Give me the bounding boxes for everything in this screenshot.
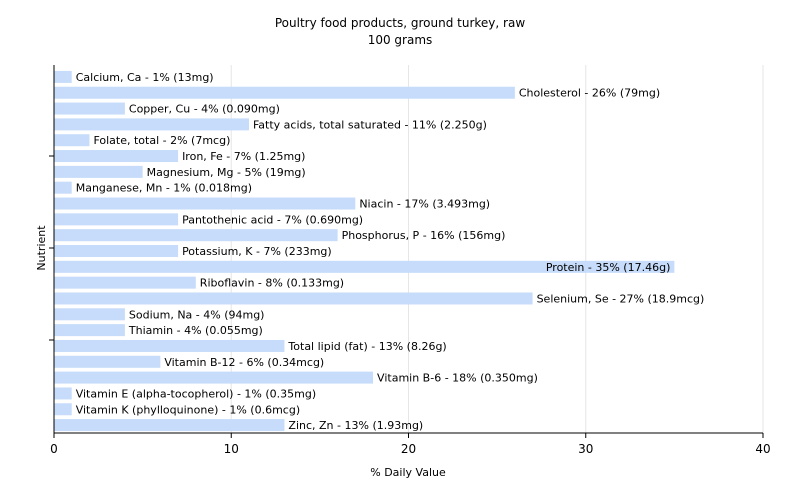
bar-label: Total lipid (fat) - 13% (8.26g) bbox=[287, 340, 446, 353]
bar-label: Folate, total - 2% (7mcg) bbox=[93, 134, 230, 147]
bar-label: Potassium, K - 7% (233mg) bbox=[182, 245, 332, 258]
bar bbox=[54, 245, 179, 257]
bar bbox=[54, 355, 161, 368]
bar-label: Iron, Fe - 7% (1.25mg) bbox=[182, 150, 305, 163]
x-tick-label: 40 bbox=[755, 442, 770, 456]
bar bbox=[54, 419, 285, 432]
bar bbox=[54, 260, 675, 273]
bars-group bbox=[54, 70, 675, 432]
bar bbox=[54, 118, 249, 131]
chart-title: Poultry food products, ground turkey, ra… bbox=[275, 16, 525, 30]
bar-label: Zinc, Zn - 13% (1.93mg) bbox=[288, 419, 423, 432]
bar-label: Selenium, Se - 27% (18.9mcg) bbox=[537, 292, 705, 305]
bar bbox=[54, 86, 515, 99]
bar bbox=[54, 403, 72, 416]
bar-label: Sodium, Na - 4% (94mg) bbox=[129, 308, 265, 321]
x-tick-label: 20 bbox=[401, 442, 416, 456]
x-tick-label: 10 bbox=[224, 442, 239, 456]
bar-label: Niacin - 17% (3.493mg) bbox=[359, 198, 490, 211]
bar-label: Copper, Cu - 4% (0.090mg) bbox=[129, 103, 280, 116]
bar-label: Magnesium, Mg - 5% (19mg) bbox=[147, 166, 306, 179]
bar bbox=[54, 150, 179, 163]
bar bbox=[54, 165, 143, 178]
chart-subtitle: 100 grams bbox=[368, 33, 433, 47]
bar bbox=[54, 229, 338, 242]
bar bbox=[54, 70, 72, 83]
bar-label: Calcium, Ca - 1% (13mg) bbox=[76, 71, 214, 84]
bar bbox=[54, 134, 90, 147]
bar bbox=[54, 308, 125, 321]
bar-label: Pantothenic acid - 7% (0.690mg) bbox=[182, 213, 363, 226]
bar-label: Vitamin E (alpha-tocopherol) - 1% (0.35m… bbox=[76, 387, 316, 400]
bar bbox=[54, 324, 125, 337]
x-tick-label: 30 bbox=[578, 442, 593, 456]
bar bbox=[54, 102, 125, 115]
bar bbox=[54, 387, 72, 400]
bar-label: Vitamin B-12 - 6% (0.34mcg) bbox=[164, 356, 324, 369]
bar bbox=[54, 276, 196, 289]
axes-group: 0 10 20 30 40 bbox=[49, 65, 771, 456]
bar-label: Cholesterol - 26% (79mg) bbox=[519, 87, 660, 100]
y-axis-title: Nutrient bbox=[35, 225, 48, 271]
bar-label: Thiamin - 4% (0.055mg) bbox=[128, 324, 263, 337]
bar-label: Phosphorus, P - 16% (156mg) bbox=[342, 229, 506, 242]
bar bbox=[54, 292, 533, 305]
bar-label: Protein - 35% (17.46g) bbox=[546, 261, 671, 274]
x-axis-title: % Daily Value bbox=[370, 466, 446, 479]
bar bbox=[54, 213, 179, 226]
x-tick-label: 0 bbox=[50, 442, 58, 456]
bar-label: Manganese, Mn - 1% (0.018mg) bbox=[76, 182, 252, 195]
bar bbox=[54, 371, 374, 384]
bar-label: Vitamin K (phylloquinone) - 1% (0.6mcg) bbox=[76, 403, 300, 416]
bar bbox=[54, 197, 356, 210]
bar-label: Riboflavin - 8% (0.133mg) bbox=[200, 277, 344, 290]
bar-labels-group: Calcium, Ca - 1% (13mg) Cholesterol - 26%… bbox=[76, 71, 705, 432]
bar-label: Fatty acids, total saturated - 11% (2.25… bbox=[253, 118, 487, 131]
bar-label: Vitamin B-6 - 18% (0.350mg) bbox=[377, 372, 538, 385]
bar bbox=[54, 339, 285, 352]
bar bbox=[54, 181, 72, 194]
